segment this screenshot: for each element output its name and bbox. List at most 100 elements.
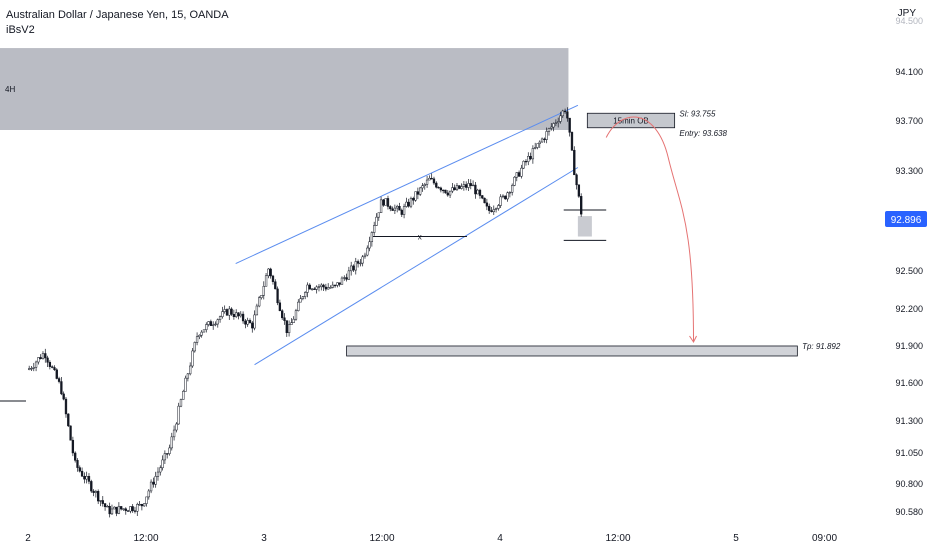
candle-body (352, 265, 355, 271)
candle-body (76, 460, 79, 468)
x-annotation: x (418, 233, 422, 242)
candle-229 (554, 119, 558, 127)
candle-body (333, 284, 337, 287)
candle-body (448, 190, 452, 196)
candle-body (113, 506, 116, 510)
candle-body (260, 295, 263, 298)
candle-body (561, 110, 564, 117)
candle-body (283, 317, 286, 321)
candle-175 (430, 173, 433, 180)
candle-body (481, 195, 484, 199)
candle-body (209, 321, 213, 326)
candle-body (363, 254, 367, 258)
candle-108 (276, 286, 279, 306)
candle-body (419, 187, 422, 195)
y-tick-label: 94.500 (895, 16, 923, 26)
candle-body (407, 201, 410, 207)
candle-202 (492, 205, 495, 216)
candle-162 (400, 208, 403, 218)
candle-body (108, 505, 111, 515)
candle-25 (85, 471, 88, 484)
candle-body (313, 288, 316, 290)
candle-body (513, 176, 516, 186)
candle-171 (421, 183, 424, 192)
candle-body (87, 476, 91, 482)
candle-179 (439, 186, 443, 193)
candle-234 (566, 107, 569, 122)
candle-body (366, 247, 369, 256)
candle-130 (327, 283, 330, 290)
candle-92 (239, 311, 242, 318)
candle-139 (347, 266, 351, 280)
candle-body (287, 324, 291, 334)
candle-10 (51, 365, 54, 369)
candle-12 (55, 368, 58, 380)
candle-body (32, 367, 35, 369)
candle-body (41, 353, 45, 359)
candle-89 (232, 309, 236, 320)
candle-body (396, 206, 399, 209)
candle-161 (398, 202, 401, 211)
candle-122 (308, 283, 311, 290)
candle-239 (577, 184, 581, 198)
candle-body (168, 447, 171, 454)
candle-body (432, 178, 436, 184)
candle-187 (458, 185, 461, 190)
candle-body (172, 429, 176, 438)
candle-body (46, 357, 49, 363)
candle-68 (184, 375, 187, 392)
candle-body (492, 209, 495, 213)
candle-body (248, 320, 252, 324)
channel-lower-line (254, 167, 579, 366)
candle-2 (32, 362, 35, 372)
candle-195 (476, 188, 479, 195)
candle-body (557, 121, 560, 124)
candle-81 (214, 321, 217, 327)
candle-body (327, 287, 330, 290)
candle-13 (57, 376, 61, 384)
candle-body (442, 189, 445, 192)
candle-173 (425, 175, 429, 188)
x-tick-label: 5 (733, 533, 739, 544)
candle-194 (474, 181, 477, 199)
candle-205 (499, 194, 502, 208)
candle-213 (517, 170, 521, 177)
candle-body (110, 508, 114, 515)
candle-body (400, 209, 403, 215)
order-block-label: 15min OB (613, 117, 649, 126)
candle-117 (297, 299, 300, 312)
indicator-label[interactable]: iBsV2 (6, 24, 35, 36)
candle-215 (522, 160, 525, 170)
candle-body (189, 365, 192, 375)
candle-body (437, 186, 440, 189)
candle-50 (143, 503, 146, 507)
candle-body (228, 308, 231, 316)
candle-72 (193, 341, 196, 353)
candle-body (354, 261, 357, 271)
candle-body (244, 320, 247, 325)
candle-149 (370, 231, 374, 247)
y-tick-label: 92.200 (895, 304, 923, 314)
candle-59 (163, 450, 167, 465)
candle-body (74, 452, 77, 461)
candle-200 (488, 203, 491, 214)
candle-body (515, 172, 518, 178)
candle-168 (414, 191, 417, 202)
candle-body (149, 481, 153, 492)
candle-body (285, 320, 288, 334)
candle-225 (545, 127, 548, 144)
candle-196 (478, 188, 482, 199)
y-tick-label: 91.300 (895, 416, 923, 426)
candle-body (338, 282, 341, 285)
candle-body (166, 453, 169, 455)
candle-body (490, 210, 493, 213)
candle-body (345, 277, 348, 280)
candle-body (124, 508, 127, 511)
candle-223 (540, 137, 544, 143)
candle-body (177, 405, 180, 425)
candle-126 (317, 284, 321, 292)
candle-197 (481, 195, 484, 200)
candle-body (478, 189, 482, 196)
